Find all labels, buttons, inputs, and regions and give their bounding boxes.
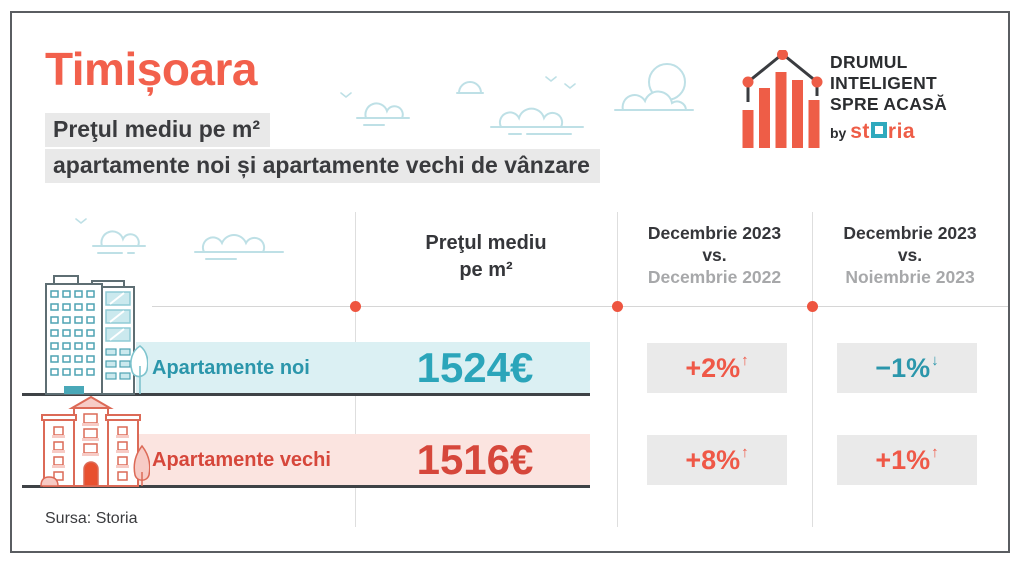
yoy-header-line-3: Decembrie 2022 (647, 267, 782, 287)
row-new-mom-value: −1% (875, 352, 931, 383)
row-new-label: Apartamente noi (152, 356, 310, 379)
row-new-yoy-value: +2% (685, 352, 741, 383)
row-old-price: 1516€ (416, 436, 534, 483)
row-new-price: 1524€ (416, 344, 534, 391)
yoy-column-header: Decembrie 2023 vs. Decembrie 2022 (617, 222, 812, 288)
header-rule (152, 306, 1008, 307)
price-header-line-1: Preţul mediu (425, 232, 547, 254)
frame-border (10, 11, 1010, 553)
logo-line-2: INTELIGENT (830, 73, 938, 93)
rule-dot-icon (612, 301, 623, 312)
storia-brand-text-start: st (850, 120, 870, 143)
column-divider-3 (812, 212, 813, 527)
storia-brand-text-end: ria (887, 120, 916, 143)
row-new-mom-cell: −1% ↓ (837, 343, 977, 393)
row-new-apartments-band: Apartamente noi (136, 342, 590, 394)
row-old-mom-value: +1% (875, 444, 931, 475)
yoy-header-line-2: vs. (702, 245, 727, 265)
arrow-up-icon: ↑ (741, 443, 749, 461)
logo-by-label: by (830, 125, 847, 141)
row-old-label: Apartamente vechi (152, 448, 331, 471)
row-new-yoy-cell: +2% ↑ (647, 343, 787, 393)
arrow-up-icon: ↑ (931, 443, 939, 461)
ground-line-1 (22, 393, 590, 396)
mom-header-line-1: Decembrie 2023 (843, 223, 977, 243)
logo-line-3: SPRE ACASĂ (830, 94, 948, 114)
logo-wordmark: DRUMUL INTELIGENT SPRE ACASĂ (830, 52, 947, 115)
yoy-header-line-1: Decembrie 2023 (647, 223, 782, 243)
row-old-mom-cell: +1% ↑ (837, 435, 977, 485)
subtitle-line-2: apartamente noi și apartamente vechi de … (45, 149, 600, 183)
column-divider-2 (617, 212, 618, 527)
subtitle-line-1: Preţul mediu pe m² (45, 113, 271, 147)
row-old-yoy-value: +8% (685, 444, 741, 475)
source-caption: Sursa: Storia (45, 510, 138, 527)
storia-house-chart-icon (742, 50, 823, 148)
mom-header-line-2: vs. (897, 245, 923, 265)
old-building-illustration (40, 396, 150, 487)
arrow-up-icon: ↑ (741, 351, 749, 369)
rule-dot-icon (350, 301, 361, 312)
price-header-line-2: pe m² (459, 259, 513, 281)
row-old-apartments-band: Apartamente vechi (136, 434, 590, 486)
page-title: Timișoara (45, 43, 257, 95)
row-old-yoy-cell: +8% ↑ (647, 435, 787, 485)
logo-byline: by st ria (830, 120, 915, 144)
ground-line-2 (22, 485, 590, 488)
rule-dot-icon (807, 301, 818, 312)
mom-column-header: Decembrie 2023 vs. Noiembrie 2023 (812, 222, 1008, 288)
mom-header-line-3: Noiembrie 2023 (845, 267, 975, 287)
logo-line-1: DRUMUL (830, 52, 908, 72)
modern-tower-illustration (45, 275, 148, 395)
price-column-header: Preţul mediu pe m² (355, 230, 617, 284)
arrow-down-icon: ↓ (931, 351, 939, 369)
storia-square-o-icon (870, 122, 887, 138)
